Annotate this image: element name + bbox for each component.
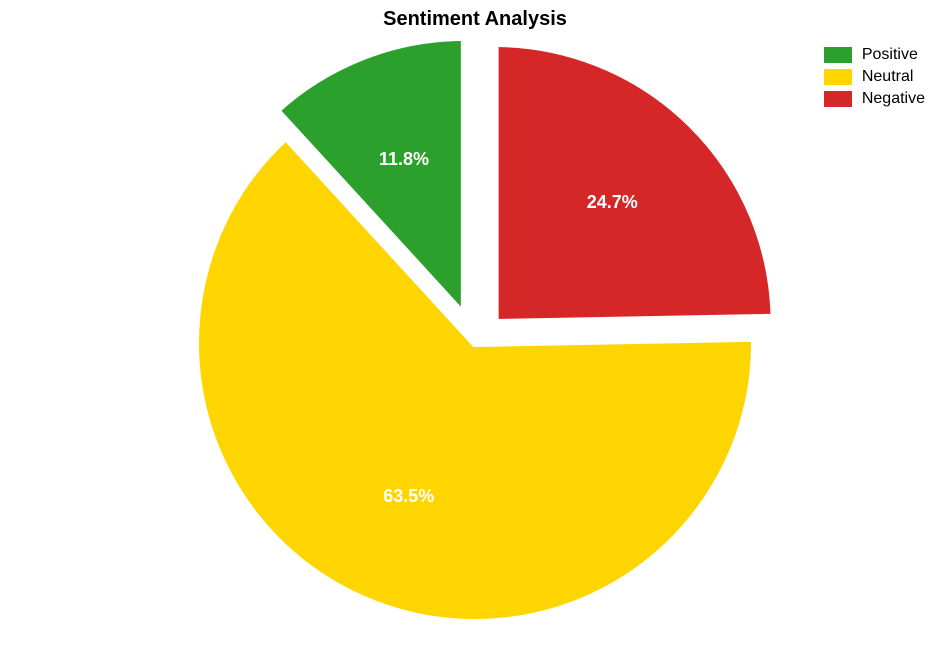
legend-label-positive: Positive bbox=[862, 46, 918, 64]
legend-item-negative: Negative bbox=[824, 90, 925, 108]
pie-slice-label-neutral: 63.5% bbox=[383, 486, 434, 506]
legend-swatch-negative bbox=[824, 91, 852, 107]
legend-item-neutral: Neutral bbox=[824, 68, 925, 86]
legend-label-neutral: Neutral bbox=[862, 68, 914, 86]
legend-swatch-neutral bbox=[824, 69, 852, 85]
pie-slice-label-negative: 24.7% bbox=[587, 192, 638, 212]
chart-container: Sentiment Analysis 24.7%63.5%11.8% Posit… bbox=[0, 0, 950, 662]
legend-label-negative: Negative bbox=[862, 90, 925, 108]
pie-slice-negative bbox=[495, 43, 775, 323]
legend: Positive Neutral Negative bbox=[824, 46, 925, 112]
pie-slice-label-positive: 11.8% bbox=[379, 149, 429, 169]
pie-chart: 24.7% 63.5% 11.8% bbox=[0, 0, 950, 662]
legend-item-positive: Positive bbox=[824, 46, 925, 64]
legend-swatch-positive bbox=[824, 47, 852, 63]
